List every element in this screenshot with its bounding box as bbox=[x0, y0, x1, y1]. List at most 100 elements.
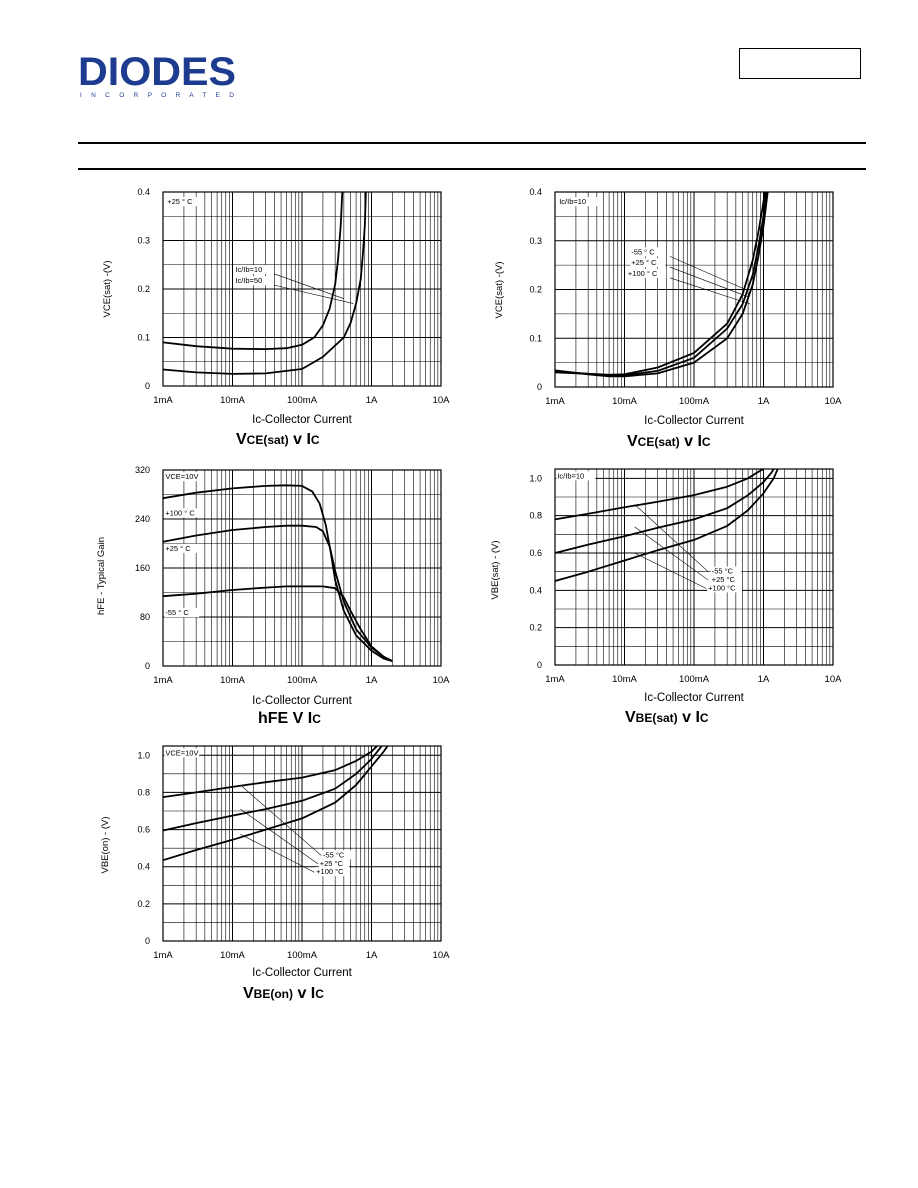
x-tick-label: 10A bbox=[433, 675, 451, 686]
annotation-leader bbox=[240, 808, 319, 865]
grid bbox=[162, 191, 441, 387]
x-tick-label: 1mA bbox=[153, 950, 173, 961]
series-line-1 bbox=[162, 484, 393, 662]
y-axis-label: VCE(sat) -(V) bbox=[494, 262, 505, 319]
x-tick-label: 10A bbox=[825, 674, 843, 685]
annotation-bg bbox=[164, 472, 200, 482]
x-tick-label: 10mA bbox=[220, 950, 245, 961]
chart-title: hFE V IC bbox=[258, 710, 321, 727]
annotation-bg bbox=[630, 258, 666, 268]
y-tick-label: 0.4 bbox=[137, 862, 150, 872]
y-tick-label: 0 bbox=[145, 381, 150, 391]
annotation-label: Ic/Ib=10 bbox=[559, 197, 586, 206]
annotation-bg bbox=[707, 583, 742, 593]
x-tick-label: 100mA bbox=[287, 675, 318, 686]
series-line-3 bbox=[554, 468, 779, 582]
header-rule-top bbox=[78, 142, 866, 144]
x-tick-label: 1mA bbox=[545, 674, 565, 685]
annotation-bg bbox=[556, 471, 596, 481]
chart-title: VCE(sat) v IC bbox=[627, 433, 711, 450]
annotation-leader bbox=[634, 552, 707, 589]
x-tick-label: 10mA bbox=[612, 674, 637, 685]
series-line-1 bbox=[162, 191, 344, 350]
y-tick-label: 1.0 bbox=[529, 473, 542, 483]
chart-title: VBE(on) v IC bbox=[243, 985, 324, 1002]
annotation-leader bbox=[669, 256, 746, 290]
annotation-label: VCE=10V bbox=[165, 472, 198, 481]
annotation-bg bbox=[626, 268, 667, 278]
annotation-label: -55 ° C bbox=[631, 247, 655, 256]
annotation-bg bbox=[166, 197, 202, 207]
annotation-label: +25 °C bbox=[712, 575, 736, 584]
y-tick-label: 0.4 bbox=[137, 187, 150, 197]
x-tick-label: 1A bbox=[758, 396, 770, 407]
series-line-1 bbox=[554, 468, 764, 521]
y-tick-label: 0.4 bbox=[529, 585, 542, 595]
x-tick-label: 10A bbox=[825, 396, 843, 407]
annotation-bg bbox=[710, 574, 742, 584]
y-tick-label: 0.1 bbox=[529, 333, 542, 343]
annotation-bg bbox=[164, 508, 204, 518]
annotation-label: Ic/Ib=10 bbox=[235, 265, 262, 274]
annotation-leader bbox=[669, 277, 751, 305]
annotation-label: Ic/Ib=50 bbox=[235, 276, 262, 285]
x-tick-label: 100mA bbox=[287, 950, 318, 961]
series-line-3 bbox=[162, 745, 389, 862]
annotation-leader bbox=[240, 784, 322, 856]
y-tick-label: 0 bbox=[537, 660, 542, 670]
annotation-label: +100 ° C bbox=[165, 508, 195, 517]
y-tick-label: 0.1 bbox=[137, 333, 150, 343]
annotation-bg bbox=[630, 247, 666, 257]
y-tick-label: 80 bbox=[140, 612, 150, 622]
series-line-3 bbox=[162, 585, 393, 662]
x-tick-label: 1mA bbox=[153, 395, 173, 406]
grid bbox=[162, 469, 441, 667]
y-tick-label: 0.3 bbox=[529, 236, 542, 246]
y-tick-label: 0.2 bbox=[529, 623, 542, 633]
chart-title: VCE(sat) v IC bbox=[236, 431, 320, 448]
annotation-leader bbox=[669, 266, 749, 298]
grid bbox=[554, 469, 833, 666]
x-tick-label: 10A bbox=[433, 950, 451, 961]
chart-c3: 1mA 10mA 100mA 1A 10A 0 80 160 240 320 Ic-Collecto… bbox=[96, 465, 450, 707]
y-tick-label: 0.4 bbox=[529, 187, 542, 197]
x-tick-label: 1A bbox=[366, 950, 378, 961]
x-tick-label: 100mA bbox=[679, 396, 710, 407]
x-tick-label: 1mA bbox=[545, 396, 565, 407]
y-tick-label: 0 bbox=[145, 936, 150, 946]
y-tick-label: 0.2 bbox=[137, 284, 150, 294]
x-tick-label: 100mA bbox=[679, 674, 710, 685]
y-tick-label: 0.2 bbox=[137, 899, 150, 909]
series-line-2 bbox=[554, 468, 775, 554]
y-axis-label: hFE - Typical Gain bbox=[96, 537, 107, 615]
logo-wordmark: DIODES bbox=[78, 52, 236, 94]
annotation-label: VCE=10V bbox=[165, 748, 198, 757]
plot-frame bbox=[162, 745, 442, 942]
y-tick-label: 0.6 bbox=[529, 548, 542, 558]
chart-title: VBE(sat) v IC bbox=[625, 709, 709, 726]
series-line-2 bbox=[162, 745, 383, 832]
x-tick-label: 1A bbox=[366, 395, 378, 406]
annotation-bg bbox=[318, 858, 350, 868]
x-axis-label: Ic-Collector Current bbox=[252, 414, 352, 426]
plot-frame bbox=[554, 191, 834, 388]
x-tick-label: 1A bbox=[758, 674, 770, 685]
annotation-leader bbox=[240, 833, 315, 873]
annotation-bg bbox=[234, 276, 274, 286]
y-tick-label: 1.0 bbox=[137, 750, 150, 760]
y-tick-label: 0.3 bbox=[137, 236, 150, 246]
chart-c2: 1mA 10mA 100mA 1A 10A 0 0.1 0.2 0.3 0.4 Ic-Collect… bbox=[494, 187, 842, 427]
logo-subtext: I N C O R P O R A T E D bbox=[80, 92, 234, 99]
y-tick-label: 160 bbox=[135, 563, 150, 573]
series-line-1 bbox=[554, 191, 769, 378]
x-axis-label: Ic-Collector Current bbox=[252, 967, 352, 979]
series-line-3 bbox=[554, 191, 766, 376]
annotation-label: +100 °C bbox=[708, 583, 736, 592]
header-rule-bottom bbox=[78, 168, 866, 170]
y-tick-label: 0.2 bbox=[529, 285, 542, 295]
plot-frame bbox=[554, 468, 834, 666]
y-tick-label: 240 bbox=[135, 514, 150, 524]
annotation-label: +25 ° C bbox=[165, 544, 191, 553]
x-tick-label: 10mA bbox=[612, 396, 637, 407]
